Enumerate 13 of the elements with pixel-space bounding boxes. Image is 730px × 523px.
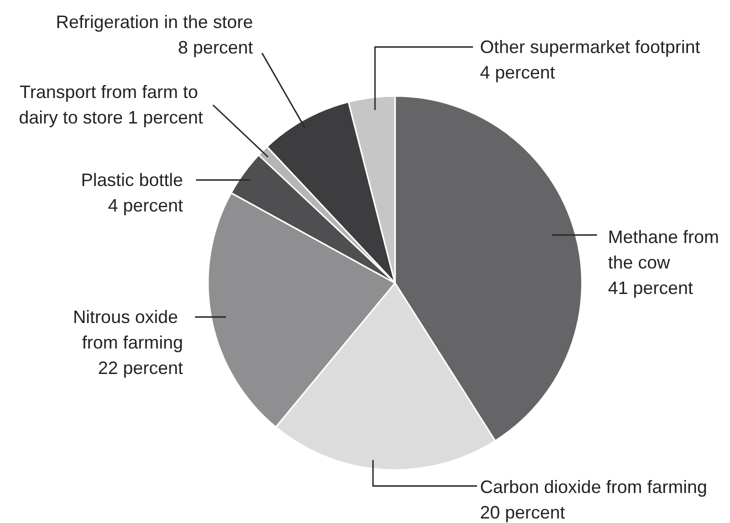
slice-label: Transport from farm to dairy to store 1 percent	[18, 82, 203, 128]
data-label: 4 percent	[480, 62, 556, 82]
slice-label: Plastic bottle	[80, 170, 183, 190]
slice-label: Refrigeration in the store	[56, 12, 253, 32]
data-label: 4 percent	[108, 195, 183, 216]
slice-label: Other supermarket footprint	[480, 36, 700, 57]
slice-label: Nitrous oxide from farming	[72, 306, 183, 352]
data-label: 22 percent	[98, 358, 183, 378]
data-label: 20 percent	[480, 502, 566, 522]
data-label: 41 percent	[608, 278, 694, 298]
slice-label: Carbon dioxide from farming	[480, 476, 708, 497]
slice-label: Methane from the cow	[608, 226, 724, 272]
data-label: 8 percent	[178, 37, 253, 58]
